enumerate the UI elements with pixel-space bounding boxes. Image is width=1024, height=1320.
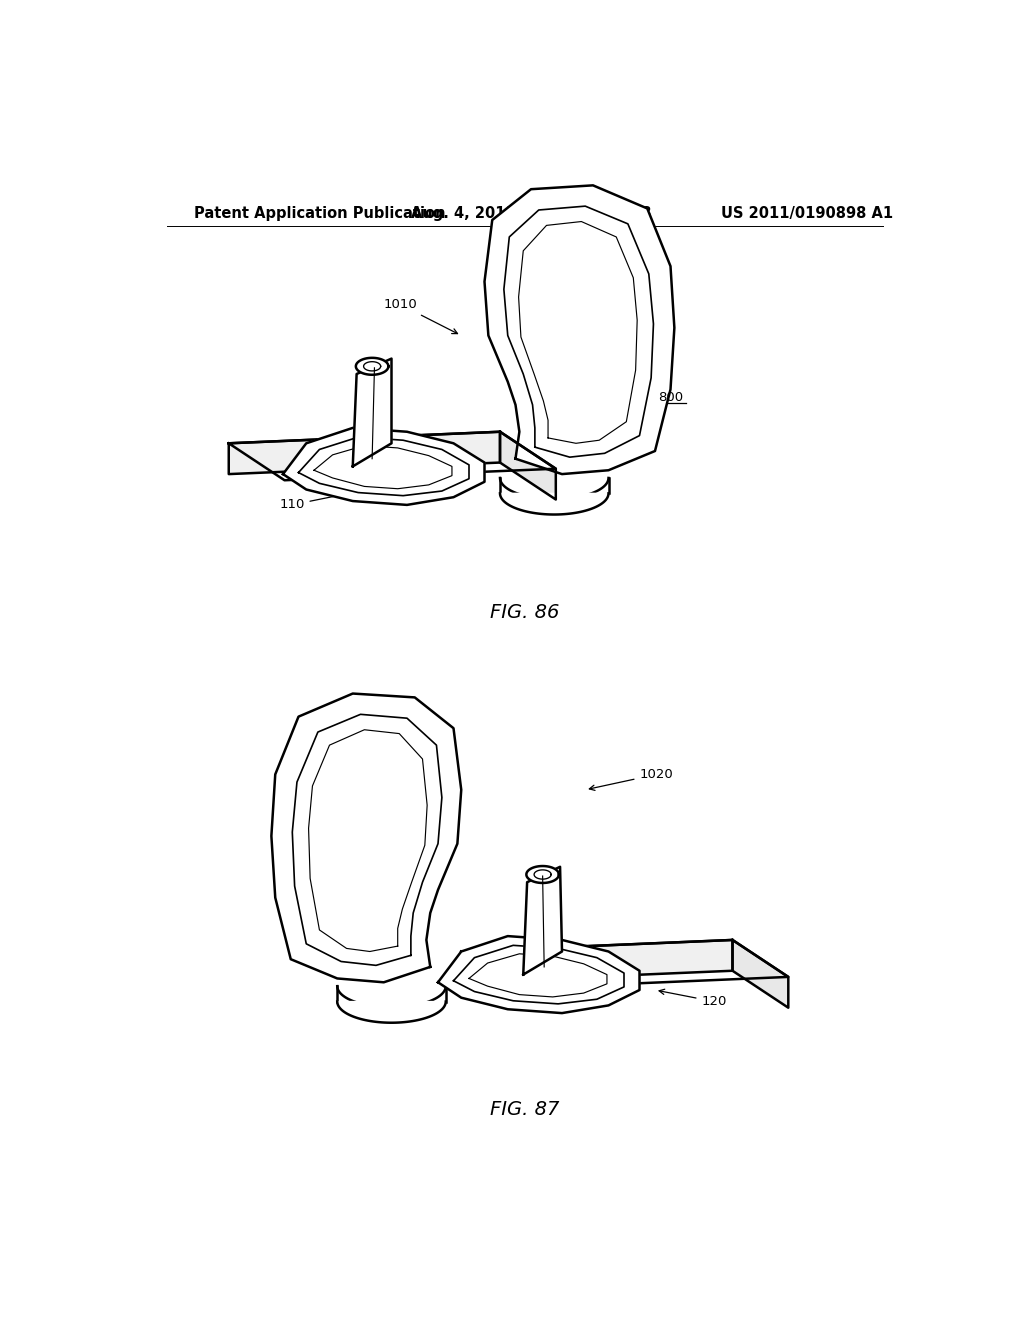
Polygon shape (500, 432, 556, 499)
Text: Patent Application Publication: Patent Application Publication (194, 206, 445, 222)
Polygon shape (438, 936, 640, 1014)
Text: 1010: 1010 (384, 298, 458, 334)
Polygon shape (337, 1002, 445, 1023)
Polygon shape (523, 867, 562, 974)
Text: 1020: 1020 (590, 768, 673, 791)
Polygon shape (500, 494, 608, 515)
Polygon shape (352, 359, 391, 466)
Polygon shape (228, 432, 500, 474)
Polygon shape (484, 185, 675, 474)
Polygon shape (299, 437, 469, 496)
Polygon shape (271, 693, 461, 982)
Polygon shape (228, 432, 556, 480)
Polygon shape (518, 222, 637, 444)
Polygon shape (292, 714, 442, 965)
Polygon shape (469, 954, 607, 997)
Polygon shape (283, 428, 484, 506)
Polygon shape (308, 730, 427, 952)
Text: Aug. 4, 2011   Sheet 45 of 73: Aug. 4, 2011 Sheet 45 of 73 (411, 206, 651, 222)
Polygon shape (526, 866, 559, 883)
Text: 900: 900 (333, 883, 357, 896)
Text: FIG. 86: FIG. 86 (490, 603, 559, 622)
Polygon shape (732, 940, 788, 1007)
Polygon shape (314, 446, 452, 488)
Polygon shape (461, 940, 788, 989)
Text: FIG. 87: FIG. 87 (490, 1100, 559, 1119)
Polygon shape (454, 945, 624, 1003)
Text: US 2011/0190898 A1: US 2011/0190898 A1 (721, 206, 893, 222)
Polygon shape (461, 940, 732, 982)
Text: 120: 120 (659, 989, 727, 1008)
Polygon shape (504, 206, 653, 457)
Text: 110: 110 (280, 492, 345, 511)
Polygon shape (356, 358, 388, 375)
Text: 800: 800 (658, 391, 683, 404)
